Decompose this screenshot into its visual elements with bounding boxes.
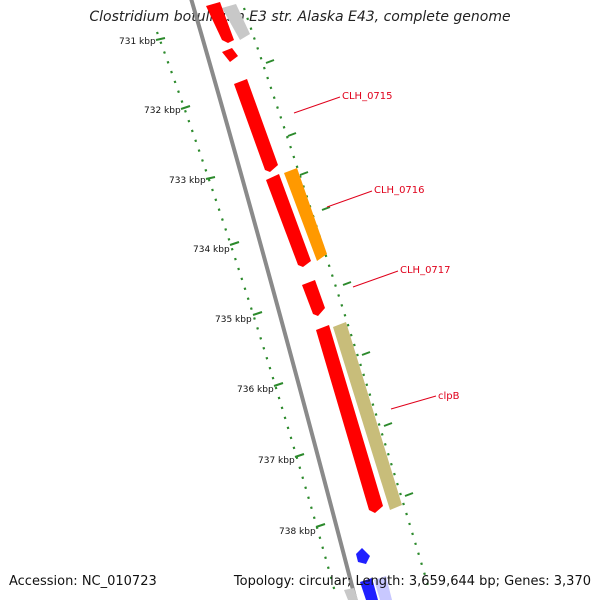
gene-feature-CLH_0716-red[interactable] (266, 174, 311, 267)
tick-label-737: 737 kbp (258, 456, 295, 466)
gene-features[interactable] (206, 2, 402, 600)
tick-label-735: 735 kbp (215, 315, 252, 325)
kbp-tick-736 (273, 382, 284, 387)
gene-label-clpB[interactable]: clpB (438, 391, 460, 402)
kbp-tick-735 (252, 311, 263, 316)
gene-feature-bottom-blue[interactable] (360, 578, 378, 600)
tick-label-731: 731 kbp (119, 37, 156, 47)
gene-feature-small-red[interactable] (222, 48, 238, 62)
kbp-tick-734 (229, 241, 240, 246)
tick-label-736: 736 kbp (237, 385, 274, 395)
gene-feature-top-red[interactable] (206, 2, 234, 43)
gene-label-leaders (293, 96, 437, 410)
gene-feature-bottom-lightblue[interactable] (374, 576, 392, 600)
gene-feature-bottom-grey[interactable] (344, 588, 358, 600)
gene-feature-clpB-red[interactable] (316, 325, 383, 513)
kbp-tick-738 (315, 523, 326, 528)
kbp-ticks (155, 37, 326, 528)
leader-CLH_0715 (293, 96, 341, 114)
kbp-tick-731 (155, 37, 166, 41)
gene-feature-CLH_0717[interactable] (302, 280, 325, 316)
gene-feature-blue-reverse[interactable] (356, 548, 370, 564)
gene-feature-CLH_0716-orange[interactable] (284, 168, 327, 261)
genome-backbone (189, 0, 358, 600)
kbp-tick-732 (180, 105, 191, 110)
gene-feature-CLH_0715[interactable] (234, 79, 278, 172)
tick-label-738: 738 kbp (279, 527, 316, 537)
kbp-tick-737 (294, 453, 305, 458)
outer-track-dashes (265, 59, 414, 497)
gene-label-CLH_0717[interactable]: CLH_0717 (400, 265, 451, 276)
gene-label-CLH_0715[interactable]: CLH_0715 (342, 91, 393, 102)
outer-feature-track (242, 7, 432, 593)
leader-CLH_0716 (326, 190, 373, 208)
gene-label-CLH_0716[interactable]: CLH_0716 (374, 185, 425, 196)
leader-clpB (390, 395, 437, 410)
tick-label-733: 733 kbp (169, 176, 206, 186)
accession-text: Accession: NC_010723 (9, 574, 157, 589)
tick-label-732: 732 kbp (144, 106, 181, 116)
gene-feature-clpB-khaki[interactable] (333, 322, 402, 510)
gene-feature-top-grey[interactable] (222, 4, 250, 40)
leader-CLH_0717 (352, 270, 399, 288)
genome-summary-text: Topology: circular; Length: 3,659,644 bp… (233, 574, 591, 589)
kbp-tick-733 (205, 176, 216, 180)
tick-label-734: 734 kbp (193, 245, 230, 255)
